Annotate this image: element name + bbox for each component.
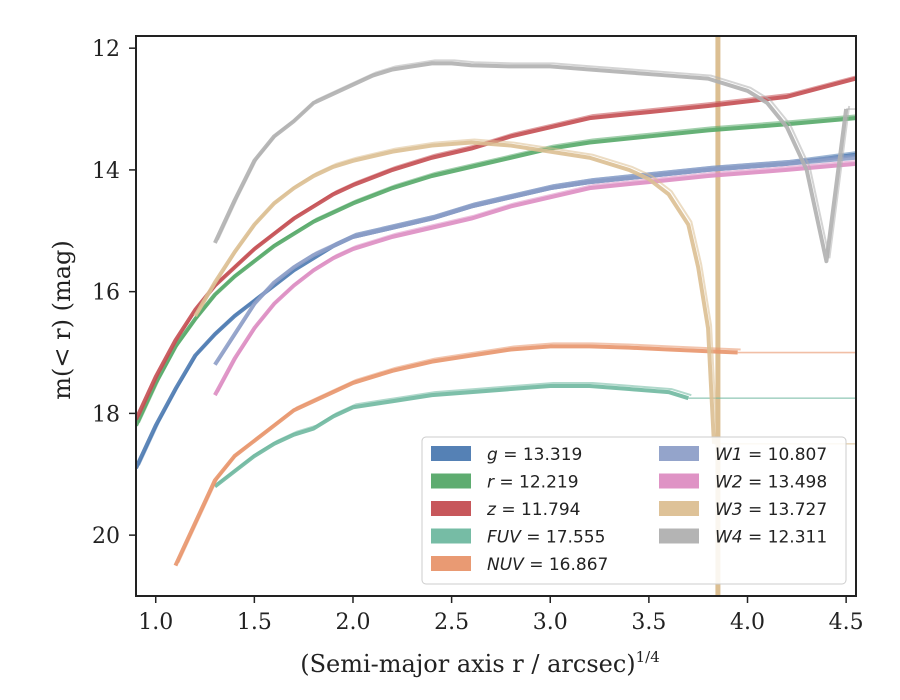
- legend: g = 13.319 r = 12.219 z = 11.794 FUV = 17.5…: [421, 436, 847, 585]
- legend-swatch-nuv: [431, 556, 471, 571]
- series-line-nuv: [173, 344, 738, 567]
- legend-label-g: g = 13.319: [487, 445, 582, 465]
- plot-frame: [135, 35, 857, 597]
- x-tick-label: 1.5: [237, 610, 272, 635]
- legend-swatch-w3: [659, 501, 699, 516]
- x-tick-label: 4.5: [829, 610, 864, 635]
- legend-swatch-r: [431, 473, 471, 489]
- legend-label-r: r = 12.219: [487, 473, 579, 493]
- series-line-fuv: [213, 384, 689, 489]
- y-tick-label: 14: [92, 159, 120, 184]
- ticks: 1.0 1.5 2.0 2.5 3.0 3.5 4.0 4.5 12 14 16 18 20: [92, 37, 864, 635]
- x-tick-label: 3.5: [631, 610, 666, 635]
- plot-border: [135, 35, 857, 597]
- y-tick-label: 12: [92, 37, 120, 62]
- legend-swatch-g: [431, 446, 471, 461]
- x-tick-label: 3.0: [533, 610, 568, 635]
- x-tick-label: 2.0: [335, 610, 370, 635]
- y-axis-label: m(< r) (mag): [48, 240, 76, 399]
- legend-box: [421, 436, 847, 585]
- x-tick-label: 1.0: [138, 610, 173, 635]
- series-model-line-w4: [216, 59, 851, 259]
- legend-swatch-z: [431, 501, 471, 516]
- legend-swatch-w2: [659, 473, 699, 489]
- legend-label-fuv: FUV = 17.555: [487, 528, 605, 548]
- legend-label-w3: W3 = 13.727: [715, 500, 827, 520]
- x-tick-label: 4.0: [730, 610, 765, 635]
- series-line-r: [136, 116, 856, 427]
- series-line-w1: [213, 155, 856, 366]
- legend-swatch-w4: [659, 528, 699, 544]
- x-axis-label: (Semi-major axis r / arcsec)1/4: [300, 648, 660, 678]
- legend-label-w1: W1 = 10.807: [715, 445, 827, 465]
- legend-swatch-fuv: [431, 528, 471, 544]
- series-group: [136, 36, 856, 596]
- legend-label-z: z = 11.794: [486, 500, 580, 520]
- series-line-z: [136, 76, 856, 421]
- y-tick-label: 20: [92, 524, 120, 549]
- x-tick-label: 2.5: [434, 610, 469, 635]
- legend-label-w4: W4 = 12.311: [715, 528, 827, 548]
- legend-label-nuv: NUV = 16.867: [487, 555, 608, 575]
- y-tick-label: 16: [92, 281, 120, 306]
- series-line-w3: [193, 140, 716, 444]
- y-tick-label: 18: [92, 402, 120, 427]
- series-model-line-w2: [217, 160, 856, 393]
- series-line-w4: [213, 61, 849, 264]
- legend-label-w2: W2 = 13.498: [715, 473, 827, 493]
- legend-swatch-w1: [659, 446, 699, 461]
